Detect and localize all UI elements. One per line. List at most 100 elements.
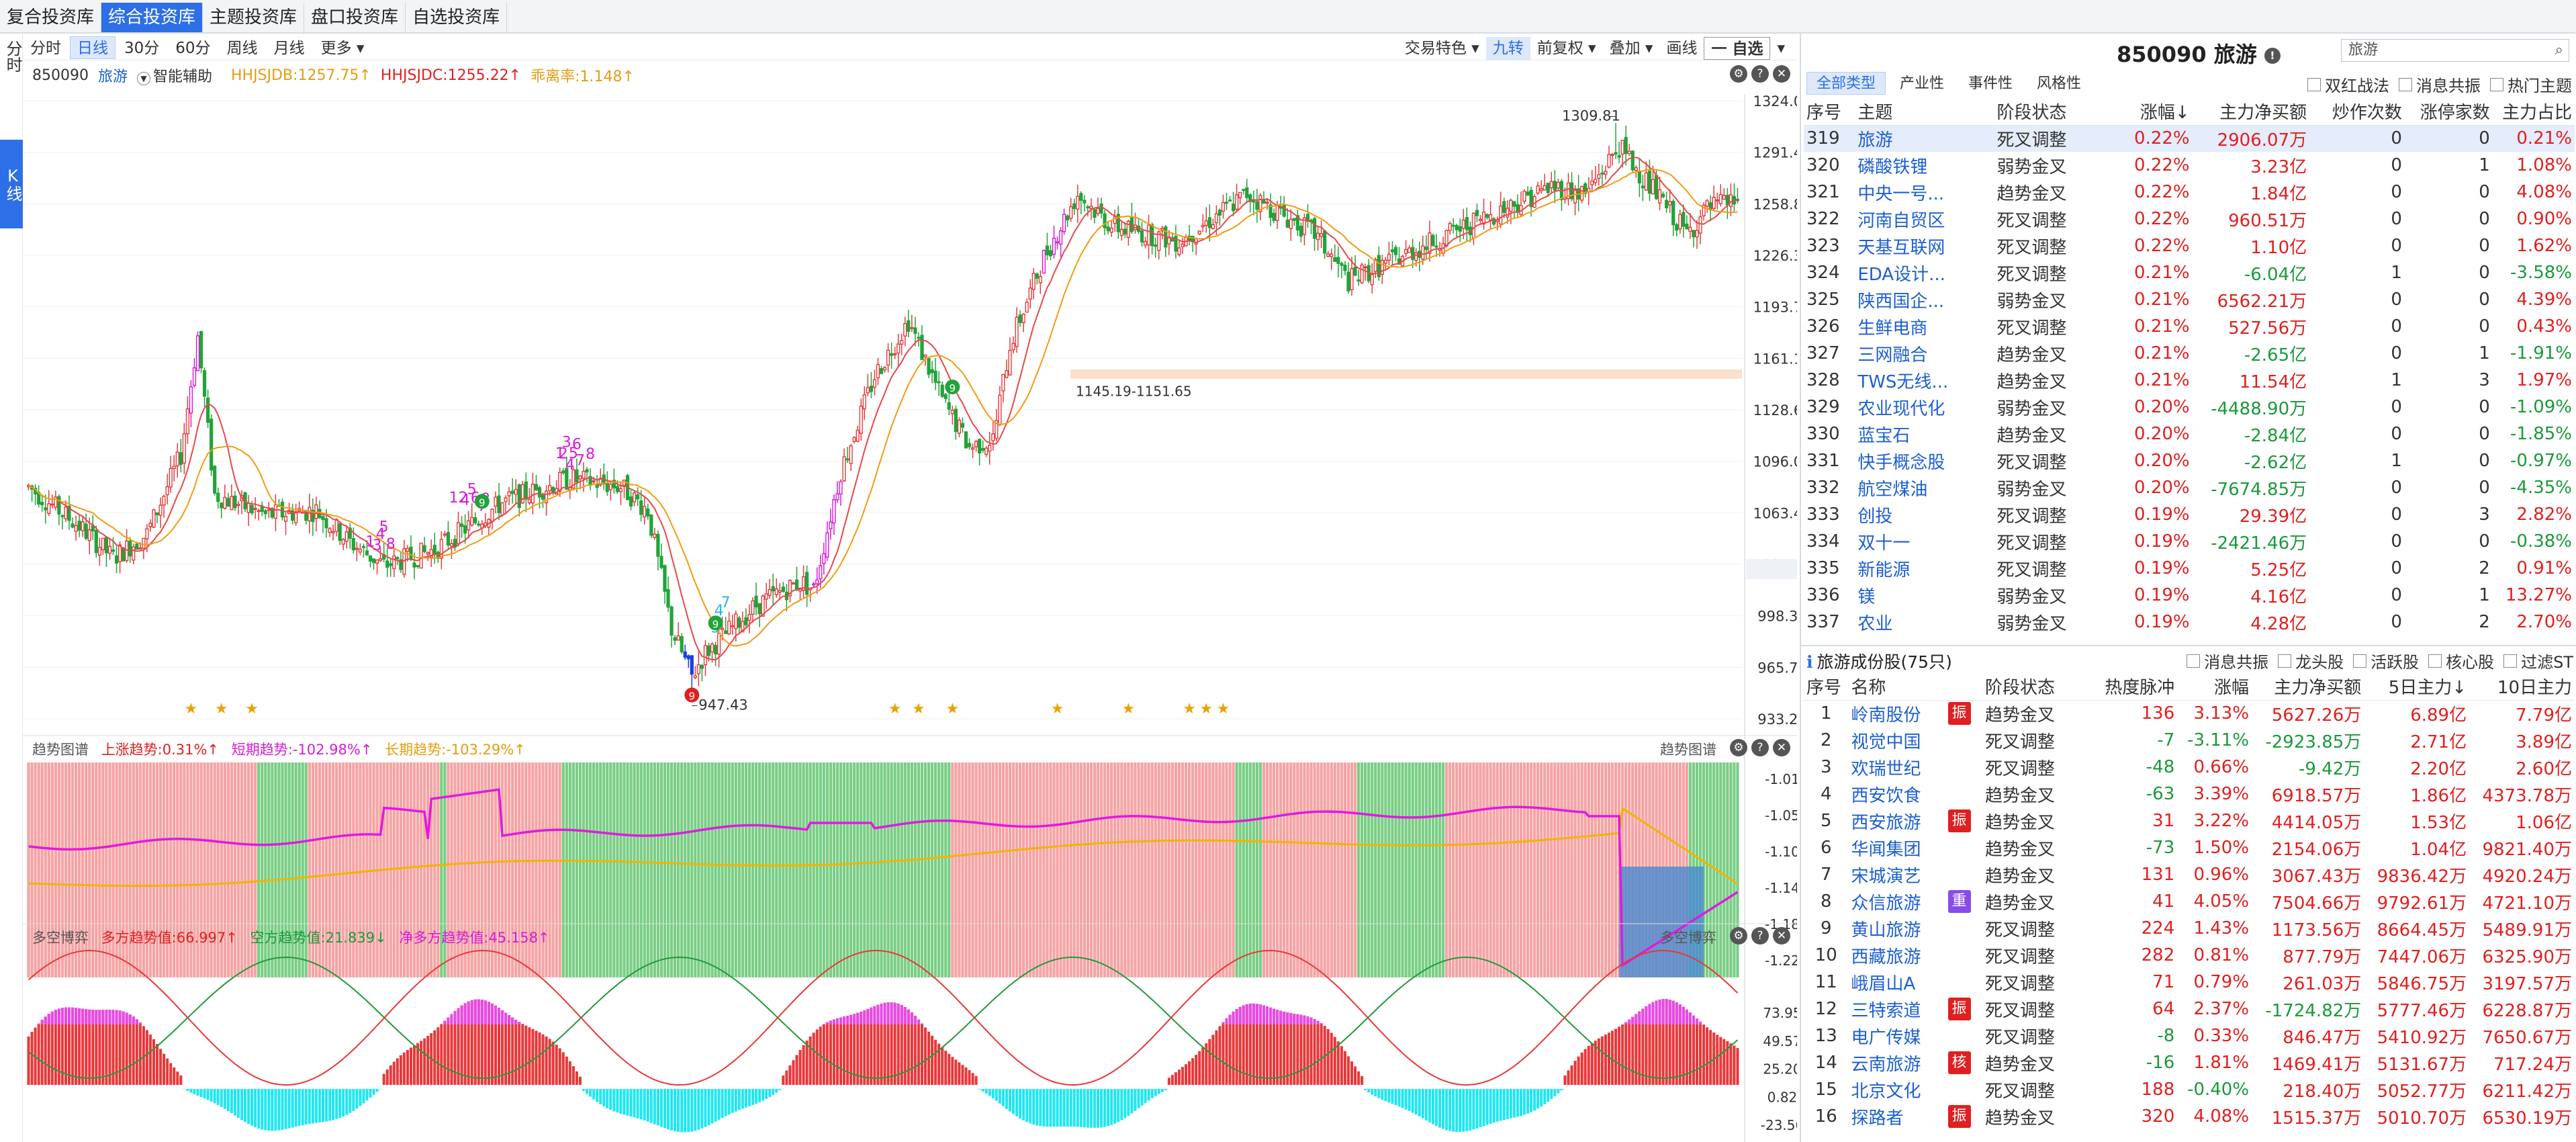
gear-icon[interactable]: ⚙	[1730, 927, 1747, 945]
help-icon[interactable]: ?	[1751, 927, 1769, 945]
chart-tool-0[interactable]: 交易特色 ▾	[1404, 39, 1479, 57]
table-row[interactable]: 6 华闻集团 趋势金叉 -73 1.50% 2154.06万 1.04亿 9821.40万	[1804, 834, 2575, 861]
table-row[interactable]: 331 快手概念股 死叉调整 0.20% -2.62亿 1 0 -0.97%	[1804, 447, 2575, 474]
checkbox-icon[interactable]	[2307, 77, 2321, 91]
checkbox-icon[interactable]	[2428, 654, 2442, 668]
table-row[interactable]: 322 河南自贸区 死叉调整 0.22% 960.51万 0 0 0.90%	[1804, 206, 2575, 232]
table-row[interactable]: 7 宋城演艺 趋势金叉 131 0.96% 3067.43万 9836.42万 4920.24…	[1804, 861, 2575, 888]
table-header-cell[interactable]: 主题	[1855, 98, 1994, 126]
period-button-1[interactable]: 日线	[70, 36, 116, 59]
gear-icon[interactable]: ⚙	[1730, 739, 1747, 756]
close-icon[interactable]: ✕	[1773, 739, 1790, 756]
category-tab-3[interactable]: 风格性	[2037, 75, 2082, 92]
theme-search-input[interactable]: 旅游 ⌕	[2341, 39, 2569, 62]
chart-tool-4[interactable]: 画线	[1666, 39, 1698, 57]
table-header-cell[interactable]: 主力占比	[2492, 98, 2575, 126]
table-row[interactable]: 1 岭南股份振趋势金叉 136 3.13% 5627.26万 6.89亿 7.79亿	[1804, 700, 2575, 727]
chart-tool-2[interactable]: 前复权 ▾	[1536, 39, 1596, 57]
table-row[interactable]: 334 双十一 死叉调整 0.19% -2421.46万 0 0 -0.38%	[1804, 528, 2575, 555]
chart-tool-5[interactable]: 一 自选	[1704, 36, 1771, 60]
table-header-cell[interactable]: 涨幅↓	[2125, 98, 2193, 126]
table-header-cell[interactable]	[1945, 673, 1982, 701]
table-row[interactable]: 10 西藏旅游 死叉调整 282 0.81% 877.79万 7447.06万 6325.90…	[1804, 942, 2575, 969]
table-row[interactable]: 329 农业现代化 弱势金叉 0.20% -4488.90万 0 0 -1.09%	[1804, 394, 2575, 421]
table-header-cell[interactable]: 主力净买额	[2192, 98, 2310, 126]
view-tab-1[interactable]: K线	[0, 140, 23, 228]
filter-checkbox-3[interactable]: 核心股	[2428, 649, 2494, 672]
table-row[interactable]: 2 视觉中国 死叉调整 -7 -3.11% -2923.85万 2.71亿 3.89亿	[1804, 727, 2575, 754]
table-row[interactable]: 327 三网融合 趋势金叉 0.21% -2.65亿 0 1 -1.91%	[1804, 340, 2575, 367]
top-tab-2[interactable]: 主题投资库	[203, 2, 305, 32]
table-row[interactable]: 333 创投 死叉调整 0.19% 29.39亿 0 3 2.82%	[1804, 501, 2575, 528]
table-row[interactable]: 323 天基互联网 死叉调整 0.22% 1.10亿 0 0 1.62%	[1804, 232, 2575, 259]
table-header-cell[interactable]: 炒作次数	[2309, 98, 2405, 126]
category-tab-2[interactable]: 事件性	[1968, 75, 2013, 92]
table-row[interactable]: 326 生鲜电商 死叉调整 0.21% 527.56万 0 0 0.43%	[1804, 313, 2575, 340]
table-row[interactable]: 14 云南旅游核趋势金叉 -16 1.81% 1469.41万 5131.67万 717.2…	[1804, 1049, 2575, 1076]
category-tab-1[interactable]: 产业性	[1900, 75, 1945, 92]
filter-checkbox-0[interactable]: 双红战法	[2307, 73, 2389, 96]
table-header-cell[interactable]: 热度脉冲	[2094, 673, 2178, 701]
checkbox-icon[interactable]	[2187, 654, 2201, 668]
period-button-0[interactable]: 分时	[30, 40, 61, 57]
table-row[interactable]: 11 峨眉山A 死叉调整 71 0.79% 261.03万 5846.75万 3197.57万	[1804, 969, 2575, 996]
table-header-cell[interactable]: 阶段状态	[1994, 98, 2126, 126]
help-icon[interactable]: ?	[1751, 65, 1769, 83]
table-row[interactable]: 319 旅游 死叉调整 0.22% 2906.07万 0 0 0.21%	[1804, 125, 2575, 152]
checkbox-icon[interactable]	[2490, 77, 2503, 91]
filter-checkbox-2[interactable]: 活跃股	[2353, 649, 2419, 672]
period-button-4[interactable]: 周线	[226, 40, 258, 57]
top-tab-0[interactable]: 复合投资库	[0, 2, 102, 32]
table-row[interactable]: 321 中央一号... 趋势金叉 0.22% 1.84亿 0 0 4.08%	[1804, 179, 2575, 206]
table-header-cell[interactable]: 序号	[1804, 98, 1855, 126]
filter-checkbox-2[interactable]: 热门主题	[2490, 73, 2572, 96]
table-header-cell[interactable]: 10日主力	[2469, 673, 2575, 701]
search-icon[interactable]: ⌕	[2555, 42, 2563, 58]
table-row[interactable]: 320 磷酸铁锂 弱势金叉 0.22% 3.23亿 0 1 1.08%	[1804, 152, 2575, 179]
table-header-cell[interactable]: 名称	[1848, 673, 1945, 701]
table-row[interactable]: 4 西安饮食 趋势金叉 -63 3.39% 6918.57万 1.86亿 4373.78万	[1804, 781, 2575, 807]
filter-checkbox-4[interactable]: 过滤ST	[2503, 649, 2573, 672]
chart-tool-3[interactable]: 叠加 ▾	[1609, 39, 1653, 57]
table-header-cell[interactable]: 涨幅	[2177, 673, 2252, 701]
index-name[interactable]: 旅游	[97, 69, 128, 85]
filter-checkbox-1[interactable]: 龙头股	[2278, 649, 2344, 672]
chart-tool-1[interactable]: 九转	[1485, 36, 1530, 60]
info-icon[interactable]: !	[2264, 48, 2281, 64]
filter-checkbox-1[interactable]: 消息共振	[2399, 73, 2481, 96]
period-button-2[interactable]: 30分	[124, 40, 160, 57]
kline-chart-svg[interactable]: 1324.021291.461258.891226.321193.761161.…	[23, 34, 1797, 1142]
top-tab-3[interactable]: 盘口投资库	[304, 2, 406, 32]
close-icon[interactable]: ✕	[1773, 927, 1790, 945]
checkbox-icon[interactable]	[2353, 654, 2367, 668]
table-header-cell[interactable]: 序号	[1804, 673, 1849, 701]
table-row[interactable]: 3 欢瑞世纪 死叉调整 -48 0.66% -9.42万 2.20亿 2.60亿	[1804, 754, 2575, 781]
table-row[interactable]: 332 航空煤油 弱势金叉 0.20% -7674.85万 0 0 -4.35%	[1804, 474, 2575, 501]
table-row[interactable]: 325 陕西国企... 弱势金叉 0.21% 6562.21万 0 0 4.39%	[1804, 286, 2575, 313]
table-row[interactable]: 15 北京文化 死叉调整 188 -0.40% 218.40万 5052.77万 6211.4…	[1804, 1076, 2575, 1103]
table-header-cell[interactable]: 阶段状态	[1982, 673, 2095, 701]
table-row[interactable]: 336 镁弱势金叉 0.19% 4.16亿 0 1 13.27%	[1804, 582, 2575, 609]
top-tab-1[interactable]: 综合投资库	[101, 2, 203, 32]
table-row[interactable]: 335 新能源 死叉调整 0.19% 5.25亿 0 2 0.91%	[1804, 555, 2575, 582]
period-button-5[interactable]: 月线	[273, 40, 305, 57]
table-header-cell[interactable]: 5日主力↓	[2364, 673, 2470, 701]
table-row[interactable]: 330 蓝宝石 趋势金叉 0.20% -2.84亿 0 0 -1.85%	[1804, 421, 2575, 447]
top-tab-4[interactable]: 自选投资库	[406, 2, 508, 32]
close-icon[interactable]: ✕	[1773, 65, 1790, 83]
view-tab-0[interactable]: 分时	[3, 40, 22, 73]
table-header-cell[interactable]: 涨停家数	[2404, 98, 2493, 126]
table-row[interactable]: 324 EDA设计... 死叉调整 0.21% -6.04亿 1 0 -3.58%	[1804, 259, 2575, 286]
chevron-down-icon[interactable]: ▾	[1777, 39, 1785, 57]
table-row[interactable]: 13 电广传媒 死叉调整 -8 0.33% 846.47万 5410.92万 7650.67万	[1804, 1022, 2575, 1049]
category-tab-0[interactable]: 全部类型	[1806, 72, 1886, 95]
checkbox-icon[interactable]	[2503, 654, 2518, 668]
period-button-6[interactable]: 更多 ▾	[320, 40, 365, 57]
table-row[interactable]: 16 探路者振趋势金叉 320 4.08% 1515.37万 5010.70万 6530.1…	[1804, 1103, 2575, 1130]
table-row[interactable]: 5 西安旅游振趋势金叉 31 3.22% 4414.05万 1.53亿 1.06亿	[1804, 807, 2575, 834]
table-row[interactable]: 12 三特索道振死叉调整 64 2.37% -1724.82万 5777.46万 6228.…	[1804, 996, 2575, 1022]
help-icon[interactable]: ?	[1751, 739, 1769, 756]
table-row[interactable]: 9 黄山旅游 死叉调整 224 1.43% 1173.56万 8664.45万 5489.91…	[1804, 915, 2575, 942]
smart-assist-toggle[interactable]: ▼ 智能辅助	[137, 64, 222, 86]
table-row[interactable]: 337 农业 弱势金叉 0.19% 4.28亿 0 2 2.70%	[1804, 609, 2575, 635]
